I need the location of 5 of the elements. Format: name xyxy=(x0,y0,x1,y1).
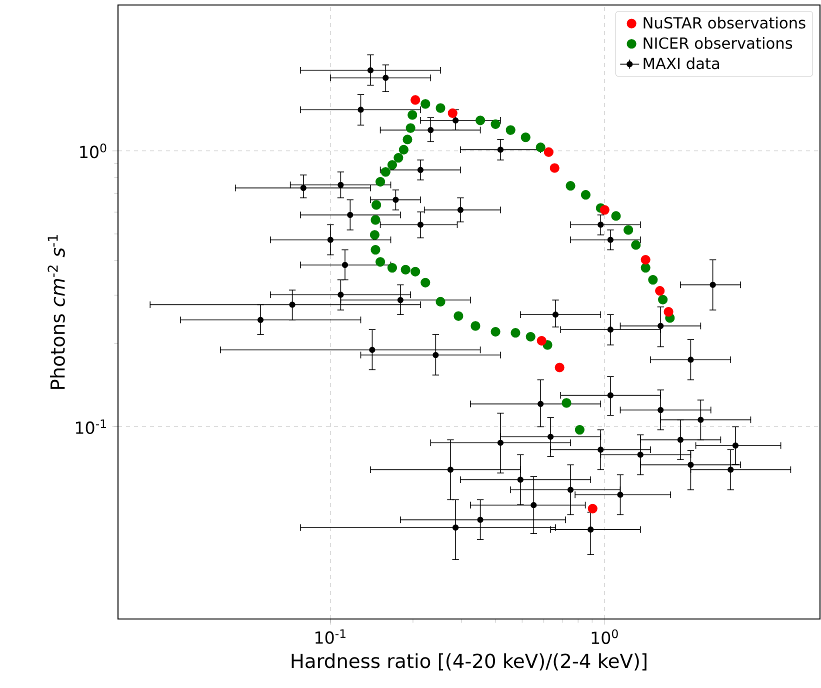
x-axis-title: Hardness ratio [(4-20 keV)/(2-4 keV)] xyxy=(292,653,646,670)
legend-label: NuSTAR observations xyxy=(644,16,806,29)
y-axis-title: Photons cm$^{-2}$ s$^{-1}$ xyxy=(48,235,65,389)
legend-label: MAXI data xyxy=(644,57,720,70)
legend-label: NICER observations xyxy=(644,37,792,49)
